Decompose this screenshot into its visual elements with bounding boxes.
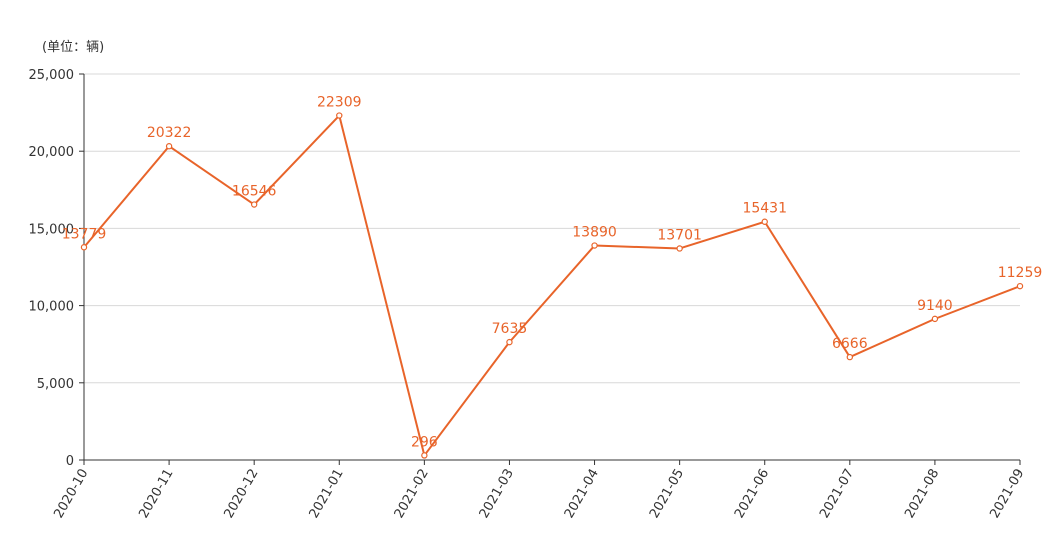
data-point [591,242,598,249]
y-tick-label: 10,000 [29,300,75,315]
data-point [506,338,513,346]
grid-lines [84,73,1020,384]
data-point [336,112,343,119]
data-point [165,143,173,150]
data-point [676,245,683,252]
x-tick-label: 2020-12 [221,467,261,522]
data-point [846,353,854,361]
x-tick-label: 2020-10 [51,467,91,522]
y-axis: 0 5,000 10,000 15,000 20,000 25,000 [29,68,85,469]
y-unit-label: (单位：辆) [42,40,105,55]
y-tick-label: 25,000 [29,68,75,83]
y-tick-label: 15,000 [29,222,75,237]
x-tick-label: 2021-04 [562,467,602,522]
data-label: 9140 [917,298,953,314]
data-label: 20322 [147,125,192,141]
x-tick-label: 2021-08 [902,467,942,522]
data-label: 11259 [998,265,1043,281]
x-axis: 2020-10 2020-11 2020-12 2021-01 2021-02 2021-… [51,459,1027,522]
data-label: 13701 [657,227,702,243]
x-tick-label: 2021-09 [987,467,1027,522]
data-label: 15431 [742,201,787,217]
data-label: 16546 [232,184,277,200]
y-tick-label: 5,000 [37,377,74,392]
data-label: 6666 [832,336,868,352]
x-tick-label: 2021-03 [477,467,517,522]
x-tick-label: 2021-02 [392,467,432,522]
y-tick-label: 0 [66,454,74,469]
series-group [80,112,1024,459]
data-point [931,315,939,323]
data-label: 7635 [492,321,528,337]
data-point [761,218,768,225]
data-labels: 13779 20322 16546 22309 296 7635 13890 13701 154… [62,95,1043,451]
x-tick-label: 2021-01 [307,467,347,522]
x-tick-label: 2020-11 [136,467,176,522]
data-label: 13779 [62,226,107,242]
data-label: 22309 [317,95,362,111]
x-tick-label: 2021-07 [817,467,857,522]
data-label: 13890 [572,225,617,241]
x-tick-label: 2021-06 [732,467,772,522]
data-point [1016,282,1024,290]
data-point [250,201,258,208]
data-point [80,244,88,251]
y-tick-label: 20,000 [29,145,75,160]
data-point [421,452,428,459]
x-tick-label: 2021-05 [647,467,687,522]
data-label: 296 [411,434,438,450]
series-line [83,114,1021,457]
